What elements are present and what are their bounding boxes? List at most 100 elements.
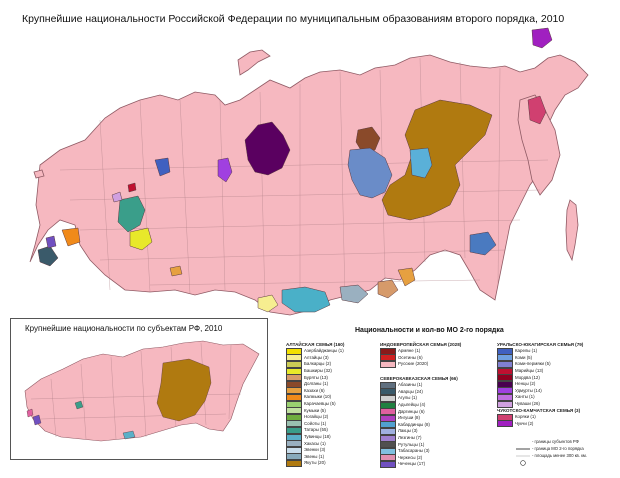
legend-swatch — [497, 347, 513, 355]
legend-item: Калмыки (10) — [286, 393, 350, 401]
legend-item: Рутульцы (1) — [380, 441, 460, 449]
legend-swatch — [286, 440, 302, 448]
legend-item: Черкесы (2) — [380, 454, 460, 462]
inset-region-tuva — [122, 430, 136, 440]
legend-label: Аварцы (24) — [398, 388, 423, 394]
legend-swatch — [286, 413, 302, 421]
legend-label: Тувинцы (18) — [304, 434, 331, 440]
legend-label: Карачаевцы (5) — [304, 401, 336, 407]
legend-label: Алтайцы (3) — [304, 354, 329, 360]
legend-swatch — [286, 367, 302, 375]
legend-item: Азербайджанцы (1) — [286, 347, 350, 355]
legend-label: Эвены (1) — [304, 453, 325, 459]
legend-family-title: АЛТАЙСКАЯ СЕМЬЯ (160) — [286, 342, 345, 347]
legend-item: Лакцы (3) — [380, 427, 460, 435]
region-evenks — [347, 147, 393, 199]
legend-family-title: ИНДОЕВРОПЕЙСКАЯ СЕМЬЯ (2028) — [380, 342, 462, 347]
legend-item: Ингуши (8) — [380, 414, 460, 422]
region-buryat-evenk — [469, 231, 497, 256]
legend-item: Коми-пермяки (5) — [497, 360, 582, 368]
legend-item: Удмурты (14) — [497, 387, 582, 395]
legend-swatch — [286, 420, 302, 428]
legend-item: Долганы (1) — [286, 380, 350, 388]
legend-item: Эвенки (3) — [286, 446, 350, 454]
legend-swatch — [497, 387, 513, 395]
legend-label: Агулы (1) — [398, 395, 417, 401]
legend-label: Калмыки (10) — [304, 394, 332, 400]
legend-item: Адыгейцы (4) — [380, 401, 460, 409]
legend-item: Якуты (20) — [286, 459, 350, 467]
legend-title: Национальности и кол-во МО 2-го порядка — [355, 327, 504, 334]
region-evenks-2 — [409, 147, 433, 179]
legend-label: Марийцы (13) — [515, 368, 544, 374]
legend-swatch — [286, 400, 302, 408]
legend-item: Карелы (1) — [497, 347, 582, 355]
legend-swatch — [497, 360, 513, 368]
region-tuva — [281, 286, 331, 313]
legend-family-title: СЕВЕРОКАВКАЗСКАЯ СЕМЬЯ (66) — [380, 376, 458, 381]
legend-swatch — [497, 393, 513, 401]
legend-label: Русские (2020) — [398, 361, 429, 367]
legend-item: Коми (5) — [497, 354, 582, 362]
legend-swatch — [286, 433, 302, 441]
map-symbol-item: - площадь менее 300 кв. км. — [516, 452, 606, 466]
legend-item: Мордва (12) — [497, 374, 582, 382]
legend-family-title: УРАЛЬСКО-ЮКАГИРСКАЯ СЕМЬЯ (79) — [497, 342, 584, 347]
legend-item: Абазины (1) — [380, 381, 460, 389]
legend-label: Ногайцы (2) — [304, 414, 329, 420]
legend-item: Казахи (6) — [286, 387, 350, 395]
legend-swatch — [497, 354, 513, 362]
legend-label: Эвенки (3) — [304, 447, 326, 453]
legend-label: Осетины (6) — [398, 354, 423, 360]
legend-swatch — [497, 420, 513, 428]
legend-label: Коряки (1) — [515, 414, 536, 420]
legend-item: Чуваши (26) — [497, 400, 582, 408]
region-sakha-yakuts — [381, 99, 493, 221]
region-khanty-nentsy — [244, 121, 291, 176]
region-zabaikal — [397, 267, 416, 287]
region-buryats — [339, 284, 369, 304]
legend-label: Карелы (1) — [515, 348, 538, 354]
legend-item: Сойоты (1) — [286, 420, 350, 428]
legend-swatch — [286, 407, 302, 415]
legend-swatch — [380, 421, 396, 429]
legend-item: Марийцы (13) — [497, 367, 582, 375]
legend-swatch — [497, 380, 513, 388]
legend-label: Удмурты (14) — [515, 387, 542, 393]
legend-item: Эвены (1) — [286, 453, 350, 461]
legend-item: Алтайцы (3) — [286, 354, 350, 362]
region-caucasus-2 — [45, 235, 57, 249]
legend-item: Кабардинцы (8) — [380, 421, 460, 429]
legend-label: Абазины (1) — [398, 382, 423, 388]
circle-symbol-icon — [516, 453, 530, 466]
legend-swatch — [286, 374, 302, 382]
legend-swatch — [380, 460, 396, 468]
legend-swatch — [286, 453, 302, 461]
legend-item: Ненцы (2) — [497, 380, 582, 388]
region-chuvash — [111, 191, 123, 203]
map-title: Крупнейшие национальности Российской Фед… — [22, 13, 565, 25]
inset-russia — [24, 340, 260, 442]
legend-item: Тувинцы (18) — [286, 433, 350, 441]
legend-item: Табасараны (3) — [380, 447, 460, 455]
legend-label: Адыгейцы (4) — [398, 402, 426, 408]
legend-label: Чеченцы (17) — [398, 461, 426, 467]
legend-label: Буряты (13) — [304, 374, 328, 380]
region-koryaks — [527, 95, 547, 125]
legend-swatch — [380, 388, 396, 396]
region-komi — [154, 157, 171, 177]
legend-swatch — [286, 380, 302, 388]
legend-swatch — [380, 454, 396, 462]
legend-item: Осетины (6) — [380, 354, 460, 362]
legend-label: Мордва (12) — [515, 374, 540, 380]
legend-swatch — [497, 374, 513, 382]
legend-family-title: ЧУКОТСКО-КАМЧАТСКАЯ СЕМЬЯ (3) — [497, 408, 581, 413]
legend-label: Ненцы (2) — [515, 381, 536, 387]
legend-family-indo: ИНДОЕВРОПЕЙСКАЯ СЕМЬЯ (2028) Армяне (1) Ос… — [380, 341, 462, 368]
legend-label: Кабардинцы (8) — [398, 421, 430, 427]
legend-swatch — [286, 387, 302, 395]
legend-label: Коми-пермяки (5) — [515, 361, 551, 367]
region-caucasus — [37, 245, 59, 267]
legend-swatch — [286, 446, 302, 454]
